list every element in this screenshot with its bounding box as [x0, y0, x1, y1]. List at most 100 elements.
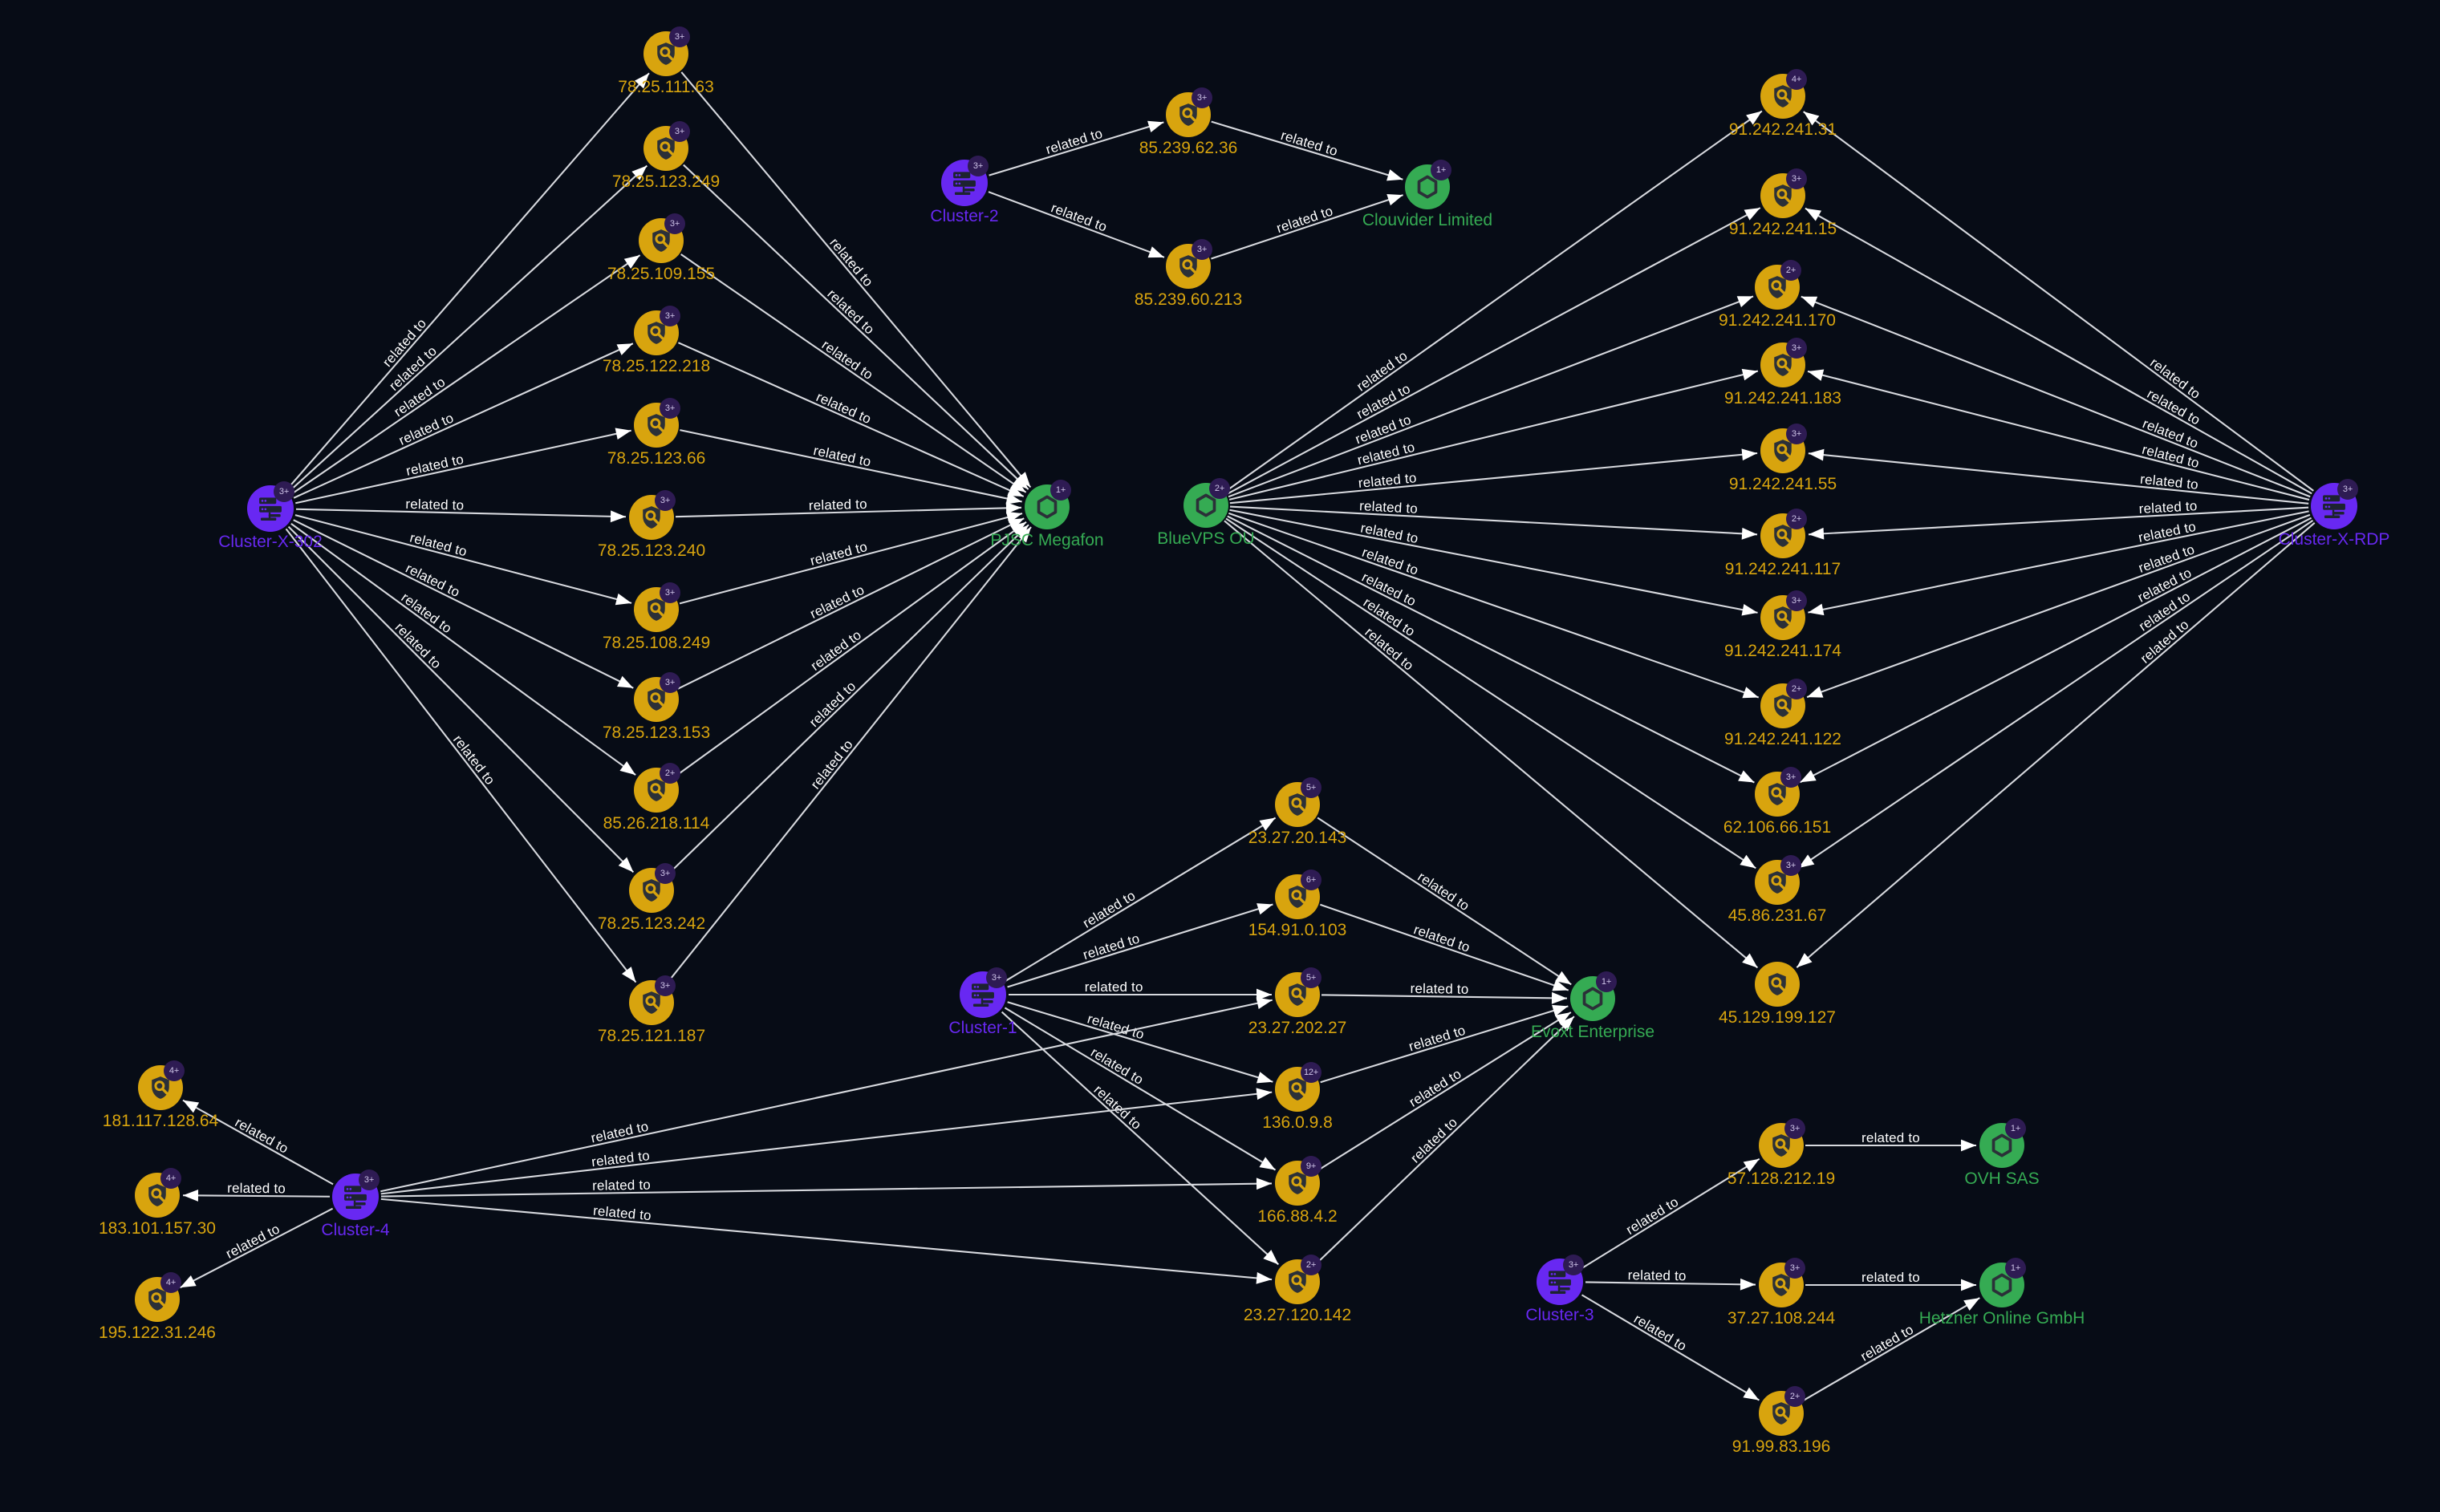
edge-arrowhead-icon — [1742, 953, 1758, 968]
graph-edge[interactable]: related to — [683, 164, 1029, 490]
edge-label: related to — [1623, 1194, 1681, 1238]
edge-label: related to — [1631, 1311, 1689, 1355]
graph-edge[interactable]: related to — [1211, 194, 1403, 260]
graph-edge[interactable]: related to — [1808, 497, 2309, 540]
edge-arrowhead-icon — [1013, 525, 1029, 540]
graph-edge[interactable]: related to — [1004, 817, 1277, 983]
graph-edge[interactable]: related to — [1801, 295, 2311, 498]
graph-edge[interactable]: related to — [380, 1198, 1273, 1284]
edge-label: related to — [233, 1115, 291, 1157]
graph-edge[interactable]: related to — [1320, 903, 1569, 991]
graph-edge[interactable]: related to — [1007, 903, 1273, 988]
graph-edge[interactable]: related to — [988, 191, 1165, 258]
graph-edge[interactable]: related to — [1229, 448, 1758, 505]
edge-arrowhead-icon — [616, 343, 633, 355]
edge-arrowhead-icon — [1743, 1158, 1760, 1173]
graph-edge[interactable]: related to — [288, 164, 648, 493]
graph-edge[interactable]: related to — [1808, 448, 2309, 505]
graph-edge[interactable]: related to — [680, 71, 1032, 488]
node-count-badge: 2+ — [1780, 260, 1801, 281]
graph-edge[interactable]: related to — [182, 1179, 331, 1202]
graph-edge[interactable]: related to — [1585, 1267, 1756, 1291]
edge-label: related to — [592, 1203, 652, 1223]
graph-edge[interactable]: related to — [1228, 512, 1760, 699]
edge-arrowhead-icon — [1808, 603, 1825, 616]
graph-edge[interactable]: related to — [380, 1088, 1273, 1195]
edge-arrowhead-icon — [1800, 769, 1817, 783]
edge-arrowhead-icon — [1005, 501, 1022, 514]
node-count-badge: 3+ — [664, 213, 685, 234]
graph-edge[interactable]: related to — [1805, 1129, 1976, 1152]
edge-arrowhead-icon — [1007, 484, 1024, 497]
graph-edge[interactable]: related to — [1229, 509, 1758, 616]
graph-edge[interactable]: related to — [1803, 111, 2314, 492]
graph-edge[interactable]: related to — [1313, 1015, 1575, 1266]
graph-edge[interactable]: related to — [1009, 979, 1272, 1001]
node-count-badge: 3+ — [660, 582, 680, 603]
graph-edge[interactable]: related to — [680, 429, 1022, 505]
graph-edge[interactable]: related to — [1226, 207, 1761, 495]
edge-arrowhead-icon — [1740, 1278, 1756, 1291]
shield-search-icon — [1760, 74, 1805, 119]
graph-edge[interactable]: related to — [287, 525, 635, 874]
graph-edge[interactable]: related to — [179, 1207, 334, 1289]
node-count-badge: 3+ — [669, 121, 690, 142]
graph-edge[interactable]: related to — [675, 496, 1022, 518]
edge-arrowhead-icon — [1801, 296, 1818, 308]
graph-edge[interactable]: related to — [1321, 980, 1568, 1004]
graph-edge[interactable]: related to — [1797, 520, 2314, 869]
edge-label: related to — [806, 679, 859, 730]
graph-edge[interactable]: related to — [1229, 497, 1758, 540]
graph-edge[interactable]: related to — [668, 524, 1029, 874]
graph-edge[interactable]: related to — [1227, 515, 1755, 784]
graph-edge[interactable]: related to — [1317, 817, 1572, 986]
graph-edge[interactable]: related to — [1807, 369, 2310, 501]
graph-edge[interactable]: related to — [675, 521, 1027, 777]
edge-label: related to — [826, 235, 875, 290]
edge-label: related to — [1628, 1267, 1687, 1283]
node-count-badge: 2+ — [1786, 679, 1807, 699]
graph-edge[interactable]: related to — [1801, 1297, 1980, 1402]
graph-edge[interactable]: related to — [293, 343, 634, 499]
graph-edge[interactable]: related to — [1799, 517, 2312, 784]
graph-edge[interactable]: related to — [294, 514, 632, 606]
edge-arrowhead-icon — [1263, 1250, 1279, 1265]
edge-arrowhead-icon — [618, 857, 634, 873]
edge-label: related to — [1411, 922, 1472, 955]
node-count-badge: 4+ — [1786, 69, 1807, 90]
graph-edge[interactable]: related to — [1805, 1269, 1976, 1291]
graph-edge[interactable]: related to — [1320, 1004, 1569, 1084]
graph-edge[interactable]: related to — [182, 1099, 334, 1186]
edge-arrowhead-icon — [1257, 988, 1272, 1001]
edge-arrowhead-icon — [615, 593, 632, 606]
node-count-badge: 1+ — [2005, 1118, 2026, 1139]
graph-edge[interactable]: related to — [286, 72, 650, 490]
node-count-badge: 3+ — [1784, 1118, 1805, 1139]
node-count-badge: 4+ — [160, 1168, 181, 1189]
edge-label: related to — [1861, 1270, 1920, 1285]
node-count-badge: 4+ — [164, 1060, 185, 1081]
graph-edge[interactable]: related to — [1808, 510, 2309, 616]
graph-edge[interactable]: related to — [285, 528, 637, 983]
edge-label: related to — [1049, 200, 1109, 234]
edge-label: related to — [808, 582, 867, 622]
graph-edge[interactable]: related to — [1581, 1157, 1760, 1270]
graph-edge[interactable]: related to — [989, 120, 1164, 176]
graph-edge[interactable]: related to — [1228, 368, 1759, 501]
graph-edge[interactable]: related to — [1806, 513, 2311, 699]
graph-edge[interactable]: related to — [1805, 207, 2312, 495]
graph-edge[interactable]: related to — [1211, 120, 1403, 181]
edge-arrowhead-icon — [1961, 1139, 1976, 1152]
graph-edge[interactable]: related to — [1228, 295, 1754, 498]
graph-edge[interactable]: related to — [1224, 110, 1763, 493]
edge-label: related to — [1080, 888, 1138, 931]
graph-edge[interactable]: related to — [1796, 522, 2316, 968]
graph-edge[interactable]: related to — [290, 254, 641, 495]
edge-arrowhead-icon — [1257, 1072, 1273, 1084]
graph-edge[interactable]: related to — [380, 1176, 1273, 1198]
node-count-badge: 3+ — [1786, 338, 1807, 359]
edge-arrowhead-icon — [1805, 208, 1822, 221]
graph-edge[interactable]: related to — [295, 496, 627, 523]
graph-edge[interactable]: related to — [1581, 1294, 1760, 1401]
